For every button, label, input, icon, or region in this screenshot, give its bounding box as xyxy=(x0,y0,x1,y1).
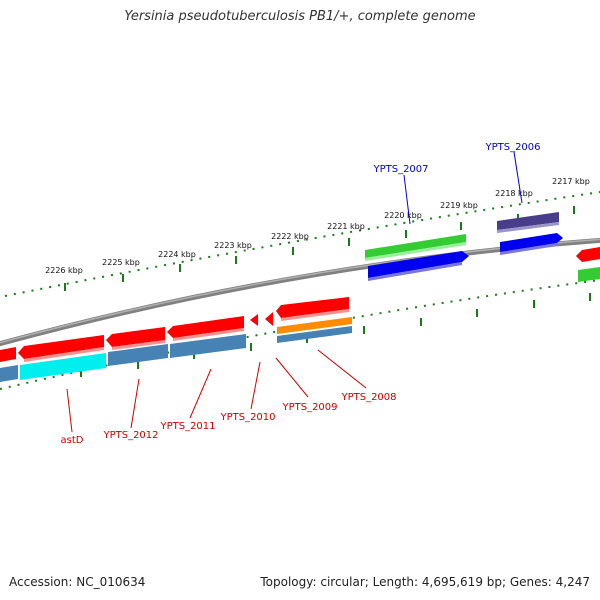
topology-summary: Topology: circular; Length: 4,695,619 bp… xyxy=(260,575,590,589)
ruler-tick xyxy=(363,326,365,334)
ruler-label: 2224 kbp xyxy=(158,250,196,259)
ruler-label: 2223 kbp xyxy=(214,241,252,250)
gene-label[interactable]: YPTS_2012 xyxy=(102,430,158,441)
gene-blue-shadow xyxy=(500,243,557,255)
label-leader xyxy=(189,368,212,419)
ruler-tick xyxy=(80,369,82,377)
gene-cyan[interactable] xyxy=(20,353,106,380)
ruler-label: 2221 kbp xyxy=(327,222,365,231)
gene-steel[interactable] xyxy=(277,326,352,343)
page-title: Yersinia pseudotuberculosis PB1/+, compl… xyxy=(124,9,476,24)
reverse-gene-labels: astD YPTS_2012 YPTS_2011 YPTS_2010 YPTS_… xyxy=(61,349,397,446)
label-leader xyxy=(513,151,523,204)
gene-red[interactable] xyxy=(576,247,600,262)
ruler-tick xyxy=(589,293,591,301)
ruler-tick xyxy=(193,351,195,359)
ruler-label: 2225 kbp xyxy=(102,258,140,267)
ruler-tick xyxy=(420,318,422,326)
ruler-tick xyxy=(460,222,462,230)
gene-label[interactable]: YPTS_2011 xyxy=(159,421,215,432)
gene-green[interactable] xyxy=(578,267,600,282)
gene-steel[interactable] xyxy=(0,365,18,382)
gene-red[interactable] xyxy=(18,335,104,359)
label-leader xyxy=(130,378,140,429)
ruler-tick xyxy=(533,300,535,308)
ruler-tick xyxy=(348,238,350,246)
gene-red-shadow xyxy=(24,347,104,362)
ruler-label: 2219 kbp xyxy=(440,201,478,210)
gene-blue[interactable] xyxy=(500,233,563,252)
ruler-tick xyxy=(64,283,66,291)
gene-blue[interactable] xyxy=(368,251,469,278)
gene-label[interactable]: YPTS_2006 xyxy=(484,142,540,153)
accession-label: Accession: NC_010634 xyxy=(9,575,146,589)
ruler-tick xyxy=(250,343,252,351)
gene-red[interactable] xyxy=(0,347,16,362)
gene-steel[interactable] xyxy=(108,344,168,366)
gene-red[interactable] xyxy=(265,312,273,326)
gene-red-shadow xyxy=(281,309,349,321)
ruler-tick xyxy=(122,274,124,282)
gene-orange[interactable] xyxy=(277,317,352,334)
gene-label[interactable]: YPTS_2010 xyxy=(219,412,275,423)
gene-red-shadow xyxy=(112,340,165,350)
ruler-tick xyxy=(573,206,575,214)
gene-green-shadow xyxy=(365,242,466,261)
label-leader xyxy=(317,349,367,389)
forward-gene-labels: YPTS_2007 YPTS_2006 xyxy=(372,142,541,225)
label-leader xyxy=(66,388,73,433)
ruler-tick xyxy=(179,264,181,272)
gene-red[interactable] xyxy=(106,327,165,347)
label-leader xyxy=(403,174,411,225)
reverse-strand-genes xyxy=(0,297,352,382)
ruler-tick xyxy=(235,256,237,264)
gene-red[interactable] xyxy=(250,314,258,326)
ruler-label: 2218 kbp xyxy=(495,189,533,198)
ruler-label: 2222 kbp xyxy=(271,232,309,241)
gene-steel[interactable] xyxy=(170,334,246,358)
label-leader xyxy=(250,361,261,410)
gene-label[interactable]: YPTS_2009 xyxy=(281,402,337,413)
ruler-tick xyxy=(137,361,139,369)
ruler-label: 2226 kbp xyxy=(45,266,83,275)
gene-label[interactable]: astD xyxy=(61,435,84,446)
upper-position-ruler: 2226 kbp 2225 kbp 2224 kbp 2223 kbp 2222… xyxy=(4,177,600,297)
gene-blue-shadow xyxy=(368,262,462,281)
ruler-label: 2217 kbp xyxy=(552,177,590,186)
gene-red[interactable] xyxy=(276,297,349,318)
gene-label[interactable]: YPTS_2008 xyxy=(340,392,396,403)
ruler-tick xyxy=(405,230,407,238)
label-leader xyxy=(275,357,309,398)
forward-strand-genes xyxy=(365,212,600,282)
ruler-tick xyxy=(292,247,294,255)
ruler-label: 2220 kbp xyxy=(384,211,422,220)
gene-red[interactable] xyxy=(167,316,244,338)
ruler-tick xyxy=(476,309,478,317)
gene-red-shadow xyxy=(173,328,244,341)
gene-label[interactable]: YPTS_2007 xyxy=(372,164,428,175)
gene-navy[interactable] xyxy=(497,212,559,230)
gene-navy-shadow xyxy=(497,222,559,233)
gene-green[interactable] xyxy=(365,234,466,258)
